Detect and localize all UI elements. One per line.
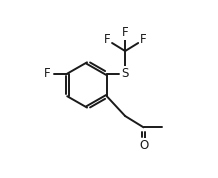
Text: F: F bbox=[122, 26, 128, 39]
Text: O: O bbox=[139, 139, 148, 152]
Text: S: S bbox=[121, 67, 129, 80]
Text: F: F bbox=[104, 33, 110, 46]
Text: F: F bbox=[44, 67, 51, 80]
Text: F: F bbox=[140, 33, 147, 46]
